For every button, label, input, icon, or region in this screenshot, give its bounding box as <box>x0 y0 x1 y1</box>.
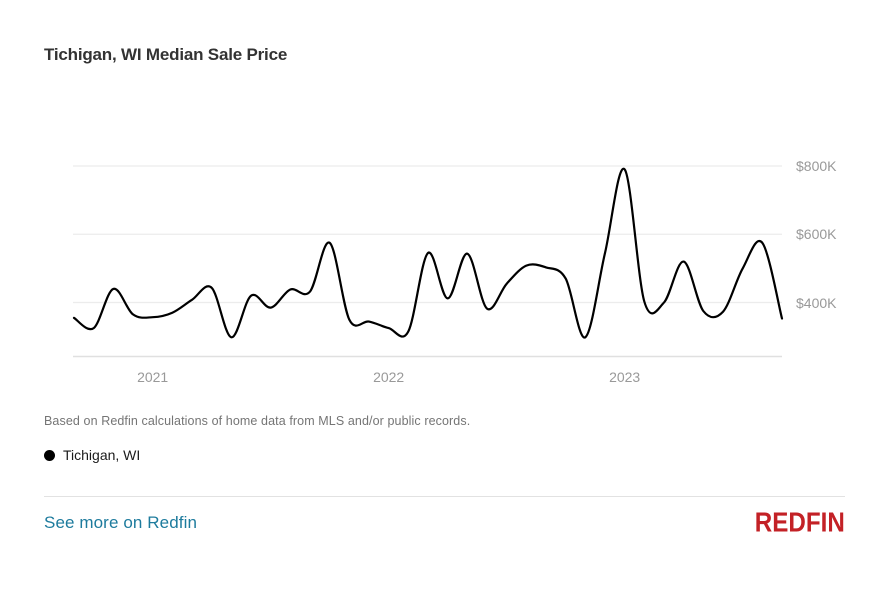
see-more-link[interactable]: See more on Redfin <box>44 513 197 532</box>
gridlines <box>73 165 782 304</box>
x-axis-label: 2022 <box>373 369 405 385</box>
y-axis-label: $400K <box>796 294 837 311</box>
footer-divider <box>44 496 845 497</box>
attribution-note: Based on Redfin calculations of home dat… <box>44 414 471 428</box>
chart-title: Tichigan, WI Median Sale Price <box>44 45 288 64</box>
legend: Tichigan, WI <box>44 447 140 463</box>
y-axis-label: $800K <box>796 158 837 174</box>
legend-label: Tichigan, WI <box>63 447 141 463</box>
redfin-logo: REDFIN <box>754 506 845 538</box>
legend-marker-icon <box>44 449 55 461</box>
x-axis-label: 2023 <box>609 369 641 385</box>
y-axis-label: $600K <box>796 226 837 243</box>
x-axis-label: 2021 <box>137 369 169 385</box>
price-line-series <box>72 167 784 339</box>
